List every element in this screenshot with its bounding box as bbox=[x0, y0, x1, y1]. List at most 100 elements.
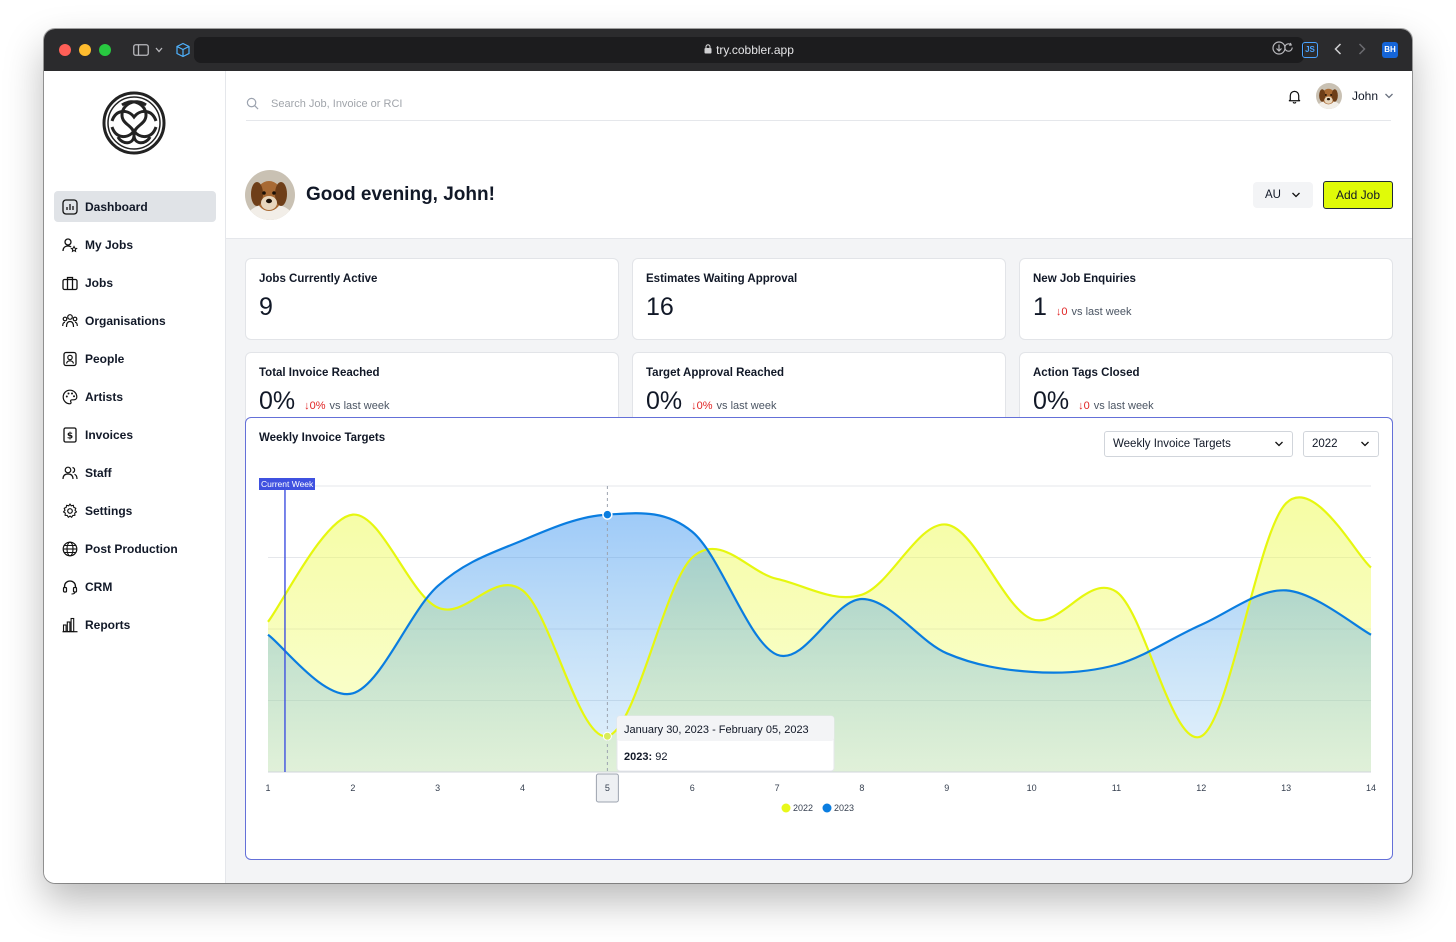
bh-extension-icon[interactable]: BH bbox=[1382, 41, 1398, 58]
user-menu[interactable]: John bbox=[1287, 83, 1394, 109]
stat-delta: ↓ 0 vs last week bbox=[1078, 400, 1154, 412]
metric-select[interactable]: Weekly Invoice Targets bbox=[1104, 431, 1293, 457]
hover-point-2022 bbox=[602, 731, 612, 741]
region-label: AU bbox=[1265, 189, 1281, 201]
series-2023-area bbox=[268, 513, 1371, 772]
sidebar-item-label: Artists bbox=[85, 389, 124, 404]
stat-value: 9 bbox=[259, 293, 273, 321]
js-extension-icon[interactable]: JS bbox=[1302, 41, 1318, 58]
x-tick-label: 8 bbox=[859, 783, 864, 793]
lock-icon bbox=[704, 43, 712, 57]
sidebar-item-post-production[interactable]: Post Production bbox=[54, 533, 216, 564]
year-select[interactable]: 2022 bbox=[1303, 431, 1379, 457]
window-controls bbox=[59, 44, 111, 56]
x-tick-label: 7 bbox=[775, 783, 780, 793]
region-select[interactable]: AU bbox=[1253, 182, 1313, 208]
dashboard-icon bbox=[62, 198, 78, 215]
sidebar-item-label: Invoices bbox=[85, 427, 134, 442]
x-tick-label: 5 bbox=[605, 783, 610, 793]
tooltip-title: January 30, 2023 - February 05, 2023 bbox=[624, 724, 809, 736]
stat-value: 0% bbox=[1033, 387, 1070, 415]
bell-icon[interactable] bbox=[1287, 89, 1302, 104]
delta-caption: vs last week bbox=[716, 400, 777, 412]
minimize-window-button[interactable] bbox=[79, 44, 91, 56]
stat-title: Jobs Currently Active bbox=[259, 273, 378, 285]
stat-title: Total Invoice Reached bbox=[259, 367, 380, 379]
back-arrow-icon[interactable] bbox=[1334, 42, 1342, 58]
stat-title: Estimates Waiting Approval bbox=[646, 273, 798, 285]
chevron-down-icon bbox=[1275, 441, 1283, 447]
stat-title: Target Approval Reached bbox=[646, 367, 785, 379]
stat-card-jobs-active[interactable]: Jobs Currently Active 9 bbox=[245, 258, 619, 340]
hover-point-2023 bbox=[602, 509, 613, 520]
sidebar-nav: Dashboard My Jobs Jobs Organisations Peo… bbox=[54, 191, 216, 647]
stat-delta: ↓ 0% vs last week bbox=[304, 400, 389, 412]
arrow-down-icon: ↓ bbox=[691, 400, 697, 412]
sidebar-item-organisations[interactable]: Organisations bbox=[54, 305, 216, 336]
x-tick-label: 12 bbox=[1196, 783, 1206, 793]
x-tick-label: 11 bbox=[1112, 783, 1121, 793]
cobbler-logo[interactable] bbox=[102, 91, 166, 155]
page-title: Good evening, John! bbox=[306, 184, 495, 205]
sidebar-item-my-jobs[interactable]: My Jobs bbox=[54, 229, 216, 260]
x-tick-label: 9 bbox=[944, 783, 949, 793]
chevron-down-icon[interactable] bbox=[155, 47, 163, 53]
gear-icon bbox=[62, 502, 78, 518]
x-tick-label: 2 bbox=[350, 783, 355, 793]
series-2023-line bbox=[267, 512, 1372, 696]
close-window-button[interactable] bbox=[59, 44, 71, 56]
search-icon bbox=[246, 97, 259, 110]
sidebar-item-label: Post Production bbox=[85, 541, 178, 556]
download-icon[interactable] bbox=[1272, 41, 1286, 58]
delta-caption: vs last week bbox=[1093, 400, 1154, 412]
chart-title: Weekly Invoice Targets bbox=[259, 432, 386, 444]
main-content: John Good evening, John! AU Add Job Jobs… bbox=[226, 71, 1412, 883]
briefcase-icon bbox=[62, 276, 78, 290]
sidebar-item-reports[interactable]: Reports bbox=[54, 609, 216, 640]
page-header: John Good evening, John! AU Add Job bbox=[226, 71, 1412, 239]
arrow-down-icon: ↓ bbox=[1078, 400, 1084, 412]
sidebar-item-settings[interactable]: Settings bbox=[54, 495, 216, 526]
maximize-window-button[interactable] bbox=[99, 44, 111, 56]
stat-delta: ↓ 0 vs last week bbox=[1056, 306, 1132, 318]
sidebar-item-label: Reports bbox=[85, 617, 131, 632]
series-2022-line bbox=[267, 496, 1372, 739]
search-bar bbox=[246, 87, 1391, 121]
user-star-icon bbox=[62, 237, 78, 252]
x-tick-highlight bbox=[595, 773, 619, 803]
avatar[interactable] bbox=[1315, 83, 1342, 109]
delta-caption: vs last week bbox=[329, 400, 390, 412]
arrow-down-icon: ↓ bbox=[304, 400, 310, 412]
search-input[interactable] bbox=[271, 97, 671, 110]
cube-icon[interactable] bbox=[175, 42, 191, 58]
chevron-down-icon bbox=[1385, 93, 1393, 99]
legend-swatch bbox=[822, 803, 832, 813]
bar-chart-icon bbox=[62, 617, 78, 632]
sidebar-item-dashboard[interactable]: Dashboard bbox=[54, 191, 216, 222]
legend-swatch bbox=[781, 803, 791, 813]
headset-icon bbox=[62, 579, 78, 595]
year-select-value: 2022 bbox=[1312, 438, 1338, 450]
tooltip-value: 2023: 92 bbox=[624, 751, 667, 763]
forward-arrow-icon[interactable] bbox=[1358, 42, 1366, 58]
address-bar[interactable]: try.cobbler.app bbox=[194, 37, 1304, 63]
sidebar-item-label: Dashboard bbox=[85, 199, 148, 214]
stat-value: 16 bbox=[646, 293, 674, 321]
x-tick-label: 6 bbox=[690, 783, 695, 793]
metric-select-value: Weekly Invoice Targets bbox=[1113, 438, 1231, 450]
sidebar-item-jobs[interactable]: Jobs bbox=[54, 267, 216, 298]
sidebar-item-people[interactable]: People bbox=[54, 343, 216, 374]
user-name: John bbox=[1351, 89, 1378, 103]
add-job-button[interactable]: Add Job bbox=[1323, 181, 1393, 209]
sidebar-item-invoices[interactable]: $ Invoices bbox=[54, 419, 216, 450]
sidebar-toggle-icon[interactable] bbox=[133, 44, 149, 56]
svg-text:$: $ bbox=[67, 431, 73, 441]
sidebar-item-crm[interactable]: CRM bbox=[54, 571, 216, 602]
x-tick-label: 13 bbox=[1281, 783, 1291, 793]
users-group-icon bbox=[62, 313, 78, 327]
sidebar-item-staff[interactable]: Staff bbox=[54, 457, 216, 488]
stat-card-enquiries[interactable]: New Job Enquiries 1 ↓ 0 vs last week bbox=[1019, 258, 1393, 340]
sidebar-item-artists[interactable]: Artists bbox=[54, 381, 216, 412]
stat-card-estimates[interactable]: Estimates Waiting Approval 16 bbox=[632, 258, 1006, 340]
